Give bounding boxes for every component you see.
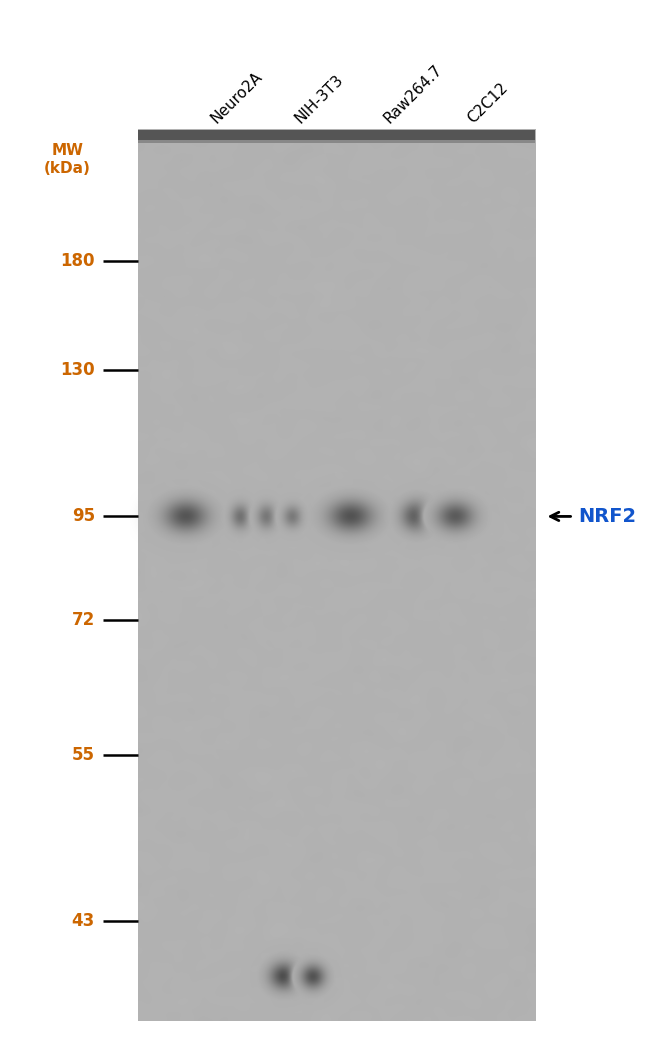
Text: 72: 72 <box>72 611 95 629</box>
Text: Raw264.7: Raw264.7 <box>382 62 445 127</box>
Bar <box>138 130 535 140</box>
Text: 95: 95 <box>72 507 95 526</box>
Text: NIH-3T3: NIH-3T3 <box>292 73 346 127</box>
Text: 55: 55 <box>72 746 95 764</box>
Text: 180: 180 <box>60 252 95 271</box>
Text: MW
(kDa): MW (kDa) <box>44 143 91 175</box>
Text: C2C12: C2C12 <box>465 81 511 127</box>
Text: 130: 130 <box>60 361 95 380</box>
Bar <box>138 140 535 143</box>
Text: NRF2: NRF2 <box>578 507 637 526</box>
Text: Neuro2A: Neuro2A <box>208 69 265 127</box>
Text: 43: 43 <box>72 912 95 930</box>
